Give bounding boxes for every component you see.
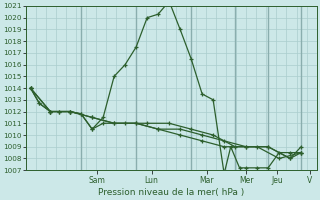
X-axis label: Pression niveau de la mer( hPa ): Pression niveau de la mer( hPa ) (98, 188, 244, 197)
